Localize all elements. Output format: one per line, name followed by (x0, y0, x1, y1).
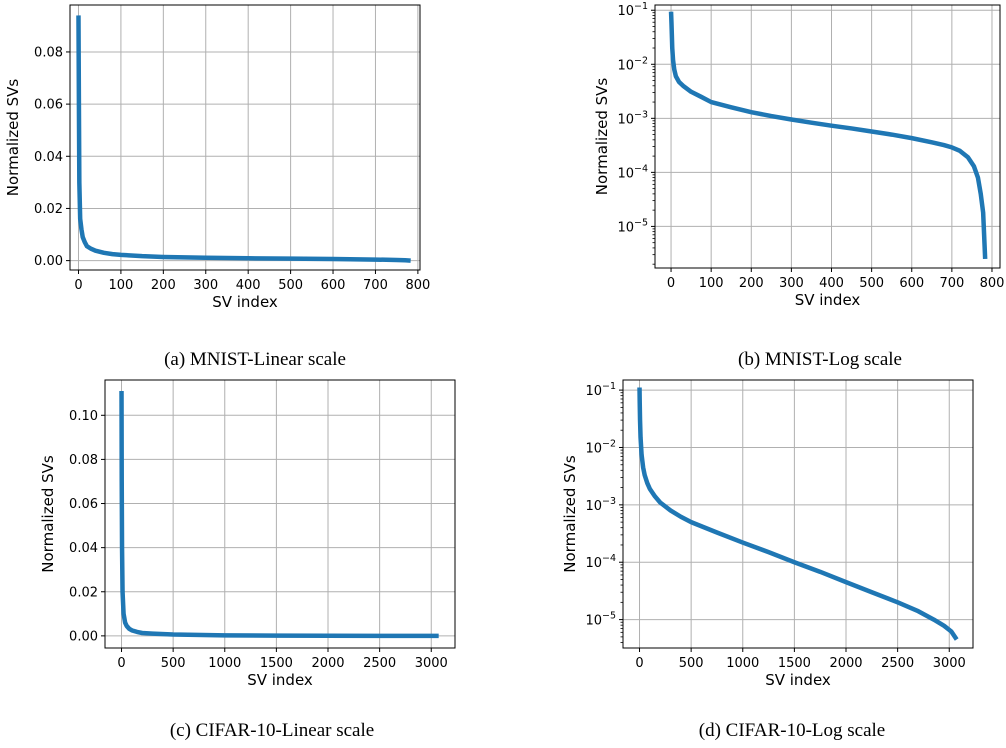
plot-frame (654, 4, 1001, 269)
y-tick-label: 10−1 (585, 381, 616, 399)
y-tick-label: 10−4 (585, 553, 616, 571)
x-tick-label: 300 (779, 276, 804, 291)
y-tick-label: 10−3 (585, 496, 616, 514)
x-tick-label: 2500 (363, 656, 396, 671)
y-tick-label: 10−1 (617, 1, 648, 19)
series-line (76, 15, 411, 263)
caption-d: (d) CIFAR-10-Log scale (698, 720, 886, 741)
y-tick-label: 0.00 (69, 629, 98, 644)
x-tick-label: 3000 (415, 656, 448, 671)
series-line (637, 387, 959, 641)
y-tick-label: 0.06 (69, 497, 98, 512)
plot-frame (622, 379, 974, 649)
y-tick-label: 0.10 (69, 409, 98, 424)
x-tick-label: 0 (117, 656, 125, 671)
x-tick-label: 0 (635, 656, 643, 671)
y-tick-label: 10−3 (617, 109, 648, 127)
caption-b: (b) MNIST-Log scale (738, 349, 902, 370)
y-tick-label: 0.02 (34, 202, 63, 217)
x-tick-label: 1500 (778, 656, 811, 671)
x-tick-label: 700 (939, 276, 964, 291)
y-axis-label: Normalized SVs (561, 455, 579, 573)
y-tick-label: 10−2 (585, 438, 616, 456)
series-line (119, 391, 439, 639)
y-tick-label: 0.04 (34, 150, 63, 165)
x-axis-label: SV index (212, 293, 278, 311)
y-tick-label: 10−4 (617, 163, 648, 181)
x-tick-label: 2000 (829, 656, 862, 671)
x-tick-label: 300 (193, 278, 218, 293)
x-tick-label: 2500 (881, 656, 914, 671)
x-tick-label: 800 (405, 278, 430, 293)
x-tick-label: 400 (819, 276, 844, 291)
x-tick-label: 500 (679, 656, 704, 671)
x-tick-label: 100 (108, 278, 133, 293)
x-tick-label: 100 (699, 276, 724, 291)
caption-a: (a) MNIST-Linear scale (164, 349, 346, 370)
chart-0: 0 100 200 300 400 500 600 700 800 0.00 0.02 0.04 0.0… (4, 4, 430, 311)
y-axis-label: Normalized SVs (4, 79, 22, 197)
y-axis-label: Normalized SVs (593, 78, 611, 196)
y-tick-label: 10−2 (617, 55, 648, 73)
x-axis-label: SV index (247, 671, 313, 689)
x-axis-label: SV index (765, 671, 831, 689)
x-tick-label: 1500 (260, 656, 293, 671)
x-tick-label: 600 (321, 278, 346, 293)
x-tick-label: 400 (236, 278, 261, 293)
y-tick-label: 10−5 (585, 611, 616, 629)
x-tick-label: 1000 (726, 656, 759, 671)
chart-1: 0 100 200 300 400 500 600 700 800 10−1 10−2 10−3 10−… (593, 1, 1004, 309)
x-tick-label: 500 (161, 656, 186, 671)
chart-3: 0 500 1000 1500 2000 2500 3000 10−1 10−2 10−3 10−4… (561, 379, 974, 689)
x-tick-label: 600 (899, 276, 924, 291)
x-tick-label: 0 (667, 276, 675, 291)
x-tick-label: 800 (980, 276, 1005, 291)
x-tick-label: 0 (74, 278, 82, 293)
x-axis-label: SV index (795, 291, 861, 309)
x-tick-label: 1000 (208, 656, 241, 671)
y-tick-label: 0.08 (34, 45, 63, 60)
caption-c: (c) CIFAR-10-Linear scale (169, 720, 375, 741)
plot-frame (69, 4, 421, 271)
y-tick-label: 0.08 (69, 453, 98, 468)
series-line (668, 11, 988, 260)
x-tick-label: 200 (739, 276, 764, 291)
x-tick-label: 500 (278, 278, 303, 293)
x-tick-label: 500 (859, 276, 884, 291)
y-tick-label: 10−5 (617, 217, 648, 235)
x-tick-label: 2000 (311, 656, 344, 671)
x-tick-label: 700 (363, 278, 388, 293)
y-tick-label: 0.02 (69, 585, 98, 600)
y-axis-label: Normalized SVs (39, 455, 57, 573)
y-tick-label: 0.00 (34, 254, 63, 269)
y-tick-label: 0.06 (34, 98, 63, 113)
chart-2: 0 500 1000 1500 2000 2500 3000 0.00 0.02 0.04 0.06… (39, 379, 456, 689)
x-tick-label: 200 (151, 278, 176, 293)
x-tick-label: 3000 (933, 656, 966, 671)
plot-frame (104, 379, 456, 649)
y-tick-label: 0.04 (69, 541, 98, 556)
